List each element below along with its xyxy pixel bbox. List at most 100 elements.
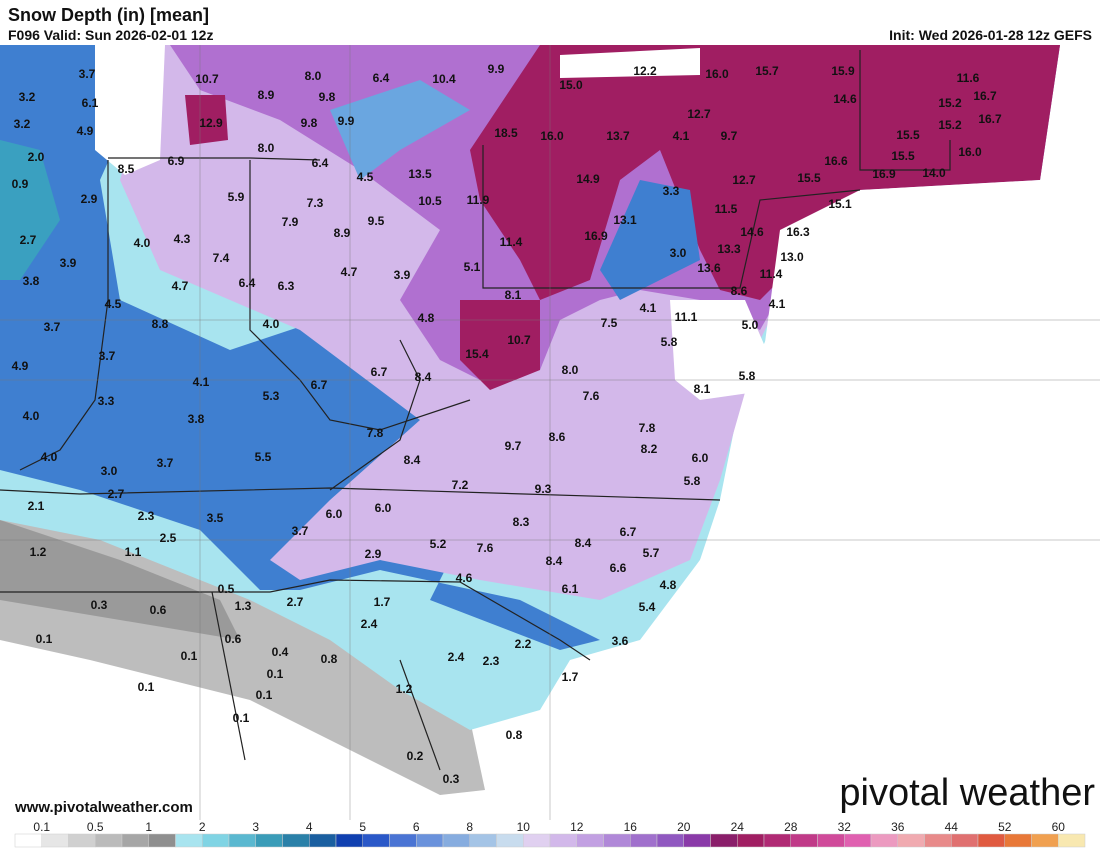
shade-gray-dark <box>0 520 240 640</box>
shade-teal <box>0 140 60 280</box>
snow-depth-label: 5.2 <box>430 537 447 551</box>
snow-depth-label: 4.0 <box>41 450 58 464</box>
snow-depth-label: 18.5 <box>494 126 518 140</box>
legend-swatch <box>41 833 69 848</box>
legend-swatch <box>121 833 149 848</box>
snow-depth-label: 2.7 <box>287 595 304 609</box>
snow-depth-label: 0.1 <box>36 632 53 646</box>
snow-depth-label: 3.5 <box>207 511 224 525</box>
legend-swatch <box>549 833 577 848</box>
snow-depth-label: 7.5 <box>601 316 618 330</box>
legend-label: 44 <box>945 820 959 834</box>
snow-depth-label: 8.0 <box>258 141 275 155</box>
snow-depth-label: 0.1 <box>181 649 198 663</box>
snow-depth-label: 3.2 <box>14 117 31 131</box>
legend-label: 12 <box>570 820 584 834</box>
snow-depth-label: 4.0 <box>263 317 280 331</box>
snow-depth-label: 2.4 <box>448 650 465 664</box>
snow-depth-label: 3.3 <box>98 394 115 408</box>
legend-swatch <box>1058 833 1086 848</box>
legend-label: 2 <box>199 820 206 834</box>
legend: 0.1 0.5 1 2 3 4 5 6 8 10 12 16 20 24 28 32 36 44 52 60 <box>14 820 1086 848</box>
legend-label: 0.5 <box>87 820 104 834</box>
snow-depth-label: 4.8 <box>660 578 677 592</box>
snow-depth-label: 5.0 <box>742 318 759 332</box>
snow-depth-label: 14.6 <box>740 225 764 239</box>
legend-label: 32 <box>838 820 852 834</box>
legend-label: 20 <box>677 820 691 834</box>
snow-depth-label: 4.0 <box>23 409 40 423</box>
snow-depth-label: 15.4 <box>465 347 489 361</box>
legend-swatch <box>844 833 872 848</box>
snow-depth-label: 15.2 <box>938 96 962 110</box>
legend-label: 60 <box>1052 820 1066 834</box>
snow-depth-label: 3.7 <box>157 456 174 470</box>
snow-depth-label: 4.6 <box>456 571 473 585</box>
snow-depth-label: 1.7 <box>562 670 579 684</box>
legend-swatch <box>389 833 417 848</box>
snow-depth-label: 0.1 <box>233 711 250 725</box>
snow-depth-label: 14.9 <box>576 172 600 186</box>
snow-depth-label: 6.0 <box>326 507 343 521</box>
snow-depth-label: 16.9 <box>584 229 608 243</box>
snow-depth-label: 7.8 <box>639 421 656 435</box>
snow-depth-label: 3.0 <box>670 246 687 260</box>
snow-depth-label: 8.4 <box>546 554 563 568</box>
snow-depth-label: 9.7 <box>721 129 738 143</box>
snow-depth-label: 5.9 <box>228 190 245 204</box>
legend-swatch <box>95 833 123 848</box>
init-time: Init: Wed 2026-01-28 12z GEFS <box>889 27 1092 43</box>
snow-depth-label: 6.1 <box>82 96 99 110</box>
snow-depth-label: 5.3 <box>263 389 280 403</box>
snow-depth-label: 8.0 <box>562 363 579 377</box>
snow-depth-label: 4.5 <box>105 297 122 311</box>
legend-label: 6 <box>413 820 420 834</box>
snow-depth-label: 0.2 <box>407 749 424 763</box>
snow-depth-label: 9.5 <box>368 214 385 228</box>
snow-depth-label: 8.1 <box>505 288 522 302</box>
legend-swatch <box>309 833 337 848</box>
legend-swatch <box>977 833 1005 848</box>
state-line <box>19 160 109 471</box>
shade-maroon-patch <box>460 300 540 390</box>
shade-maroon <box>470 45 1060 300</box>
snow-depth-label: 12.9 <box>199 116 223 130</box>
legend-swatch <box>737 833 765 848</box>
snow-depth-label: 3.7 <box>99 349 116 363</box>
snow-depth-label: 6.7 <box>371 365 388 379</box>
legend-swatch <box>576 833 604 848</box>
snow-depth-label: 3.8 <box>23 274 40 288</box>
snow-depth-label: 2.3 <box>138 509 155 523</box>
legend-swatch <box>870 833 898 848</box>
snow-depth-label: 3.8 <box>188 412 205 426</box>
logo: pivotal weather <box>839 772 1095 814</box>
snow-depth-label: 0.1 <box>138 680 155 694</box>
snow-depth-label: 9.7 <box>505 439 522 453</box>
legend-label: 52 <box>998 820 1012 834</box>
lake <box>560 48 700 78</box>
snow-depth-label: 7.8 <box>367 426 384 440</box>
legend-swatch <box>335 833 363 848</box>
legend-label: 4 <box>306 820 313 834</box>
legend-swatch <box>817 833 845 848</box>
snow-depth-label: 3.9 <box>394 268 411 282</box>
legend-label: 36 <box>891 820 905 834</box>
snow-depth-label: 8.9 <box>334 226 351 240</box>
snow-depth-label: 0.9 <box>12 177 29 191</box>
website: www.pivotalweather.com <box>14 799 193 816</box>
snow-depth-label: 16.7 <box>973 89 997 103</box>
map <box>0 45 1100 820</box>
legend-swatch <box>228 833 256 848</box>
shade-blue-lake <box>330 80 470 180</box>
snow-depth-label: 3.2 <box>19 90 36 104</box>
header-band <box>0 0 1100 45</box>
state-line <box>0 487 721 501</box>
snow-depth-label: 0.8 <box>506 728 523 742</box>
legend-swatch <box>1031 833 1059 848</box>
legend-swatch <box>897 833 925 848</box>
snow-depth-label: 8.0 <box>305 69 322 83</box>
snow-depth-label: 15.5 <box>797 171 821 185</box>
snow-depth-label: 6.3 <box>278 279 295 293</box>
snow-depth-label: 6.1 <box>562 582 579 596</box>
snow-depth-label: 16.9 <box>872 167 896 181</box>
